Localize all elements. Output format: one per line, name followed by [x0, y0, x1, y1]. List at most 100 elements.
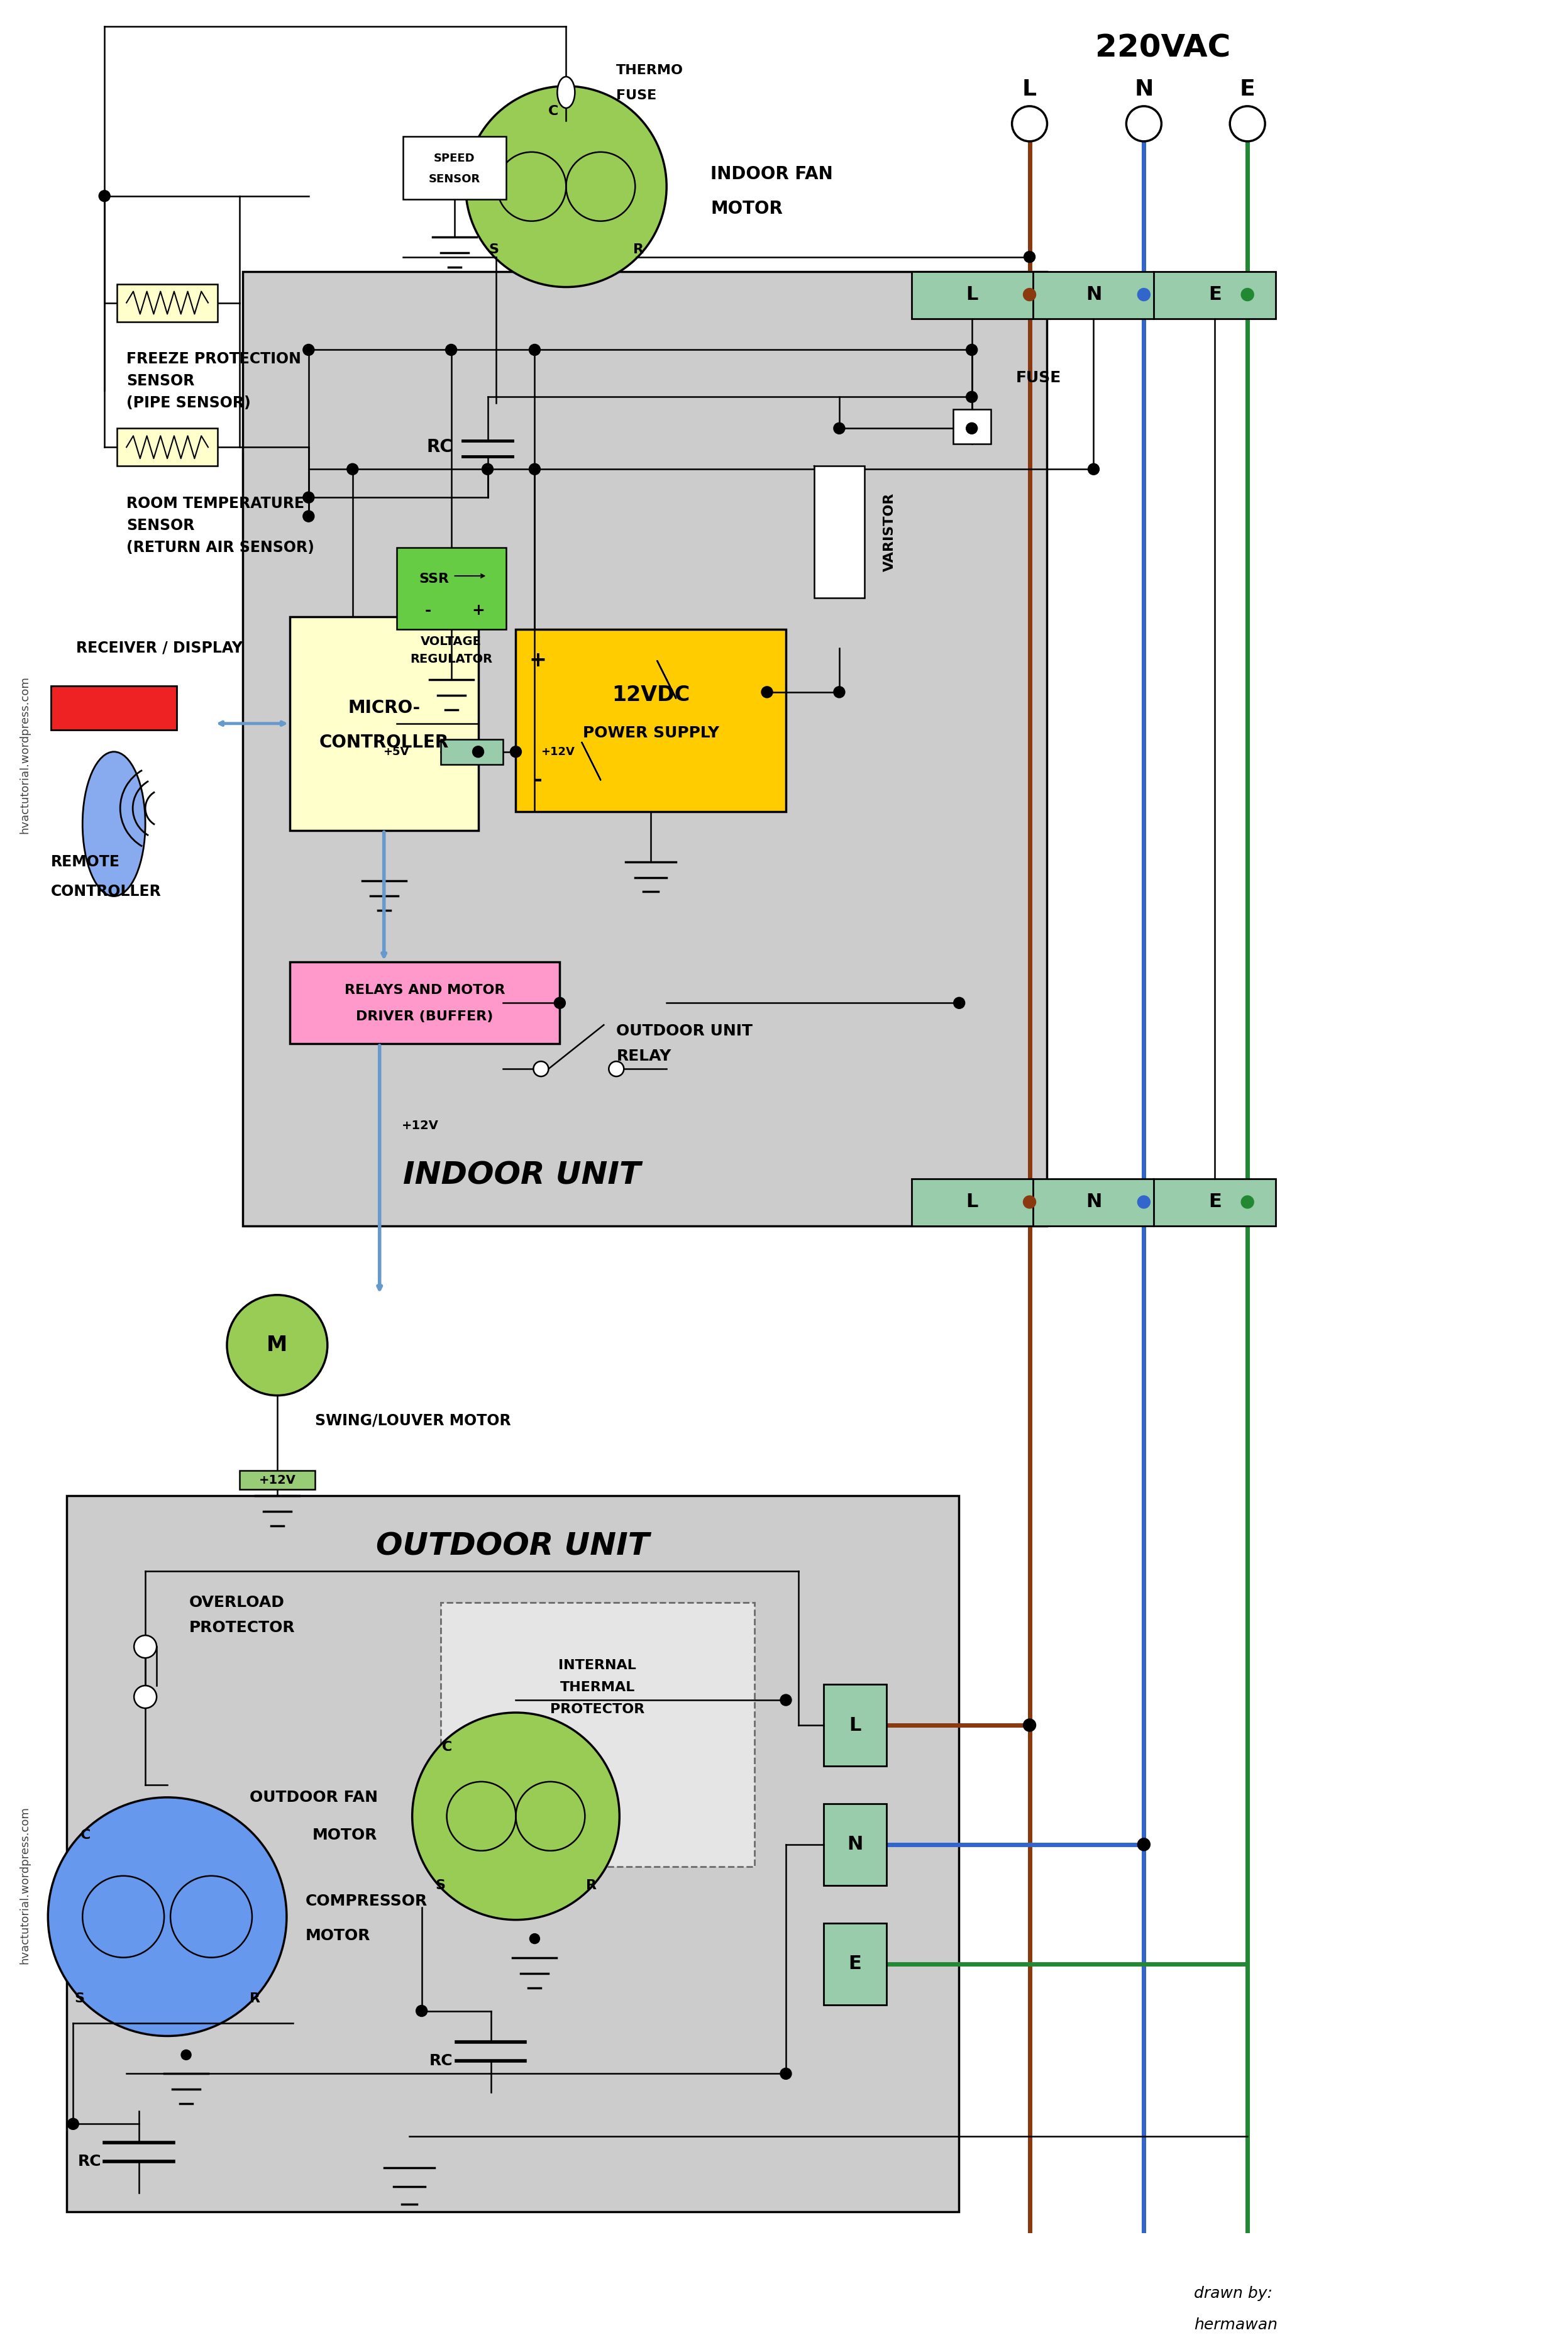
- Circle shape: [1126, 105, 1162, 140]
- Bar: [67, 1495, 958, 2211]
- Bar: [118, 283, 218, 321]
- Circle shape: [834, 686, 845, 697]
- Text: (PIPE SENSOR): (PIPE SENSOR): [127, 395, 251, 412]
- Bar: [397, 548, 506, 629]
- Text: drawn by:: drawn by:: [1195, 2286, 1273, 2300]
- Circle shape: [528, 344, 541, 356]
- Text: MICRO-: MICRO-: [348, 700, 420, 716]
- Text: N: N: [1134, 80, 1154, 101]
- Text: VOLTAGE: VOLTAGE: [420, 636, 481, 648]
- Text: 12VDC: 12VDC: [612, 686, 690, 707]
- Text: L: L: [966, 1193, 978, 1212]
- Text: COMPRESSOR: COMPRESSOR: [306, 1893, 428, 1909]
- Text: INDOOR UNIT: INDOOR UNIT: [403, 1161, 641, 1191]
- Circle shape: [762, 686, 773, 697]
- Circle shape: [182, 2050, 191, 2059]
- Circle shape: [416, 2005, 428, 2017]
- Text: N: N: [847, 1835, 862, 1853]
- Text: MOTOR: MOTOR: [710, 199, 782, 218]
- Text: THERMO: THERMO: [616, 63, 684, 77]
- Text: R: R: [249, 1991, 260, 2005]
- Text: SENSOR: SENSOR: [127, 374, 194, 388]
- Text: OVERLOAD: OVERLOAD: [190, 1596, 285, 1610]
- Text: L: L: [1022, 80, 1036, 101]
- Text: hvactutorial.wordpress.com: hvactutorial.wordpress.com: [19, 676, 30, 833]
- Text: REMOTE: REMOTE: [52, 854, 121, 868]
- Text: hvactutorial.wordpress.com: hvactutorial.wordpress.com: [19, 1806, 30, 1963]
- Circle shape: [554, 997, 566, 1009]
- Bar: [823, 1804, 886, 1886]
- Circle shape: [1242, 288, 1254, 302]
- Bar: [403, 136, 506, 199]
- Text: +12V: +12V: [541, 746, 575, 758]
- Bar: [52, 686, 177, 730]
- Text: R: R: [586, 1879, 596, 1891]
- Text: MOTOR: MOTOR: [306, 1928, 370, 1942]
- Text: RC: RC: [78, 2155, 102, 2169]
- Text: SENSOR: SENSOR: [127, 517, 194, 534]
- Circle shape: [133, 1685, 157, 1708]
- Text: C: C: [549, 105, 558, 117]
- Bar: [516, 629, 786, 812]
- Bar: [441, 1603, 754, 1867]
- Text: SPEED: SPEED: [434, 152, 475, 164]
- Bar: [814, 466, 864, 599]
- Text: SSR: SSR: [419, 573, 450, 585]
- Circle shape: [530, 1933, 539, 1945]
- Text: E: E: [1209, 285, 1221, 304]
- Bar: [911, 271, 1276, 318]
- Circle shape: [1024, 1720, 1036, 1732]
- Text: CONTROLLER: CONTROLLER: [320, 732, 448, 751]
- Circle shape: [608, 1062, 624, 1076]
- Text: VARISTOR: VARISTOR: [883, 491, 895, 571]
- Text: RELAYS AND MOTOR: RELAYS AND MOTOR: [345, 985, 505, 997]
- Text: OUTDOOR UNIT: OUTDOOR UNIT: [376, 1530, 649, 1561]
- Text: SWING/LOUVER MOTOR: SWING/LOUVER MOTOR: [315, 1413, 511, 1427]
- Bar: [823, 1685, 886, 1767]
- Circle shape: [1088, 463, 1099, 475]
- Text: L: L: [966, 285, 978, 304]
- Circle shape: [99, 190, 110, 201]
- Circle shape: [472, 746, 485, 758]
- Text: CONTROLLER: CONTROLLER: [52, 885, 162, 899]
- Text: (RETURN AIR SENSOR): (RETURN AIR SENSOR): [127, 541, 314, 555]
- Circle shape: [1137, 288, 1151, 302]
- Text: +12V: +12V: [259, 1474, 296, 1486]
- Circle shape: [303, 344, 314, 356]
- Text: N: N: [1085, 285, 1102, 304]
- Text: POWER SUPPLY: POWER SUPPLY: [583, 725, 720, 739]
- Text: hermawan: hermawan: [1195, 2317, 1278, 2333]
- Circle shape: [466, 87, 666, 288]
- Text: PROTECTOR: PROTECTOR: [190, 1619, 295, 1636]
- Circle shape: [303, 491, 314, 503]
- Text: THERMAL: THERMAL: [560, 1680, 635, 1694]
- Text: R: R: [633, 243, 643, 255]
- Bar: [290, 962, 560, 1044]
- Circle shape: [133, 1636, 157, 1659]
- Bar: [290, 618, 478, 831]
- Bar: [441, 739, 503, 765]
- Text: 220VAC: 220VAC: [1094, 33, 1231, 63]
- Bar: [240, 1472, 315, 1491]
- Text: +: +: [528, 651, 547, 672]
- Circle shape: [1229, 105, 1265, 140]
- Circle shape: [953, 997, 964, 1009]
- Text: -: -: [425, 604, 431, 618]
- Circle shape: [227, 1294, 328, 1395]
- Text: OUTDOOR FAN: OUTDOOR FAN: [249, 1790, 378, 1804]
- Text: E: E: [1240, 80, 1256, 101]
- Circle shape: [412, 1713, 619, 1919]
- Circle shape: [510, 746, 522, 758]
- Text: +12V: +12V: [401, 1119, 439, 1130]
- Text: ROOM TEMPERATURE: ROOM TEMPERATURE: [127, 496, 304, 510]
- Circle shape: [966, 344, 977, 356]
- Text: M: M: [267, 1334, 287, 1355]
- Circle shape: [781, 2069, 792, 2080]
- Text: S: S: [436, 1879, 445, 1891]
- Text: S: S: [74, 1991, 85, 2005]
- Circle shape: [1137, 1839, 1151, 1851]
- Text: RECEIVER / DISPLAY: RECEIVER / DISPLAY: [77, 641, 243, 655]
- Text: L: L: [848, 1715, 861, 1734]
- Circle shape: [481, 463, 494, 475]
- Circle shape: [1024, 1196, 1036, 1207]
